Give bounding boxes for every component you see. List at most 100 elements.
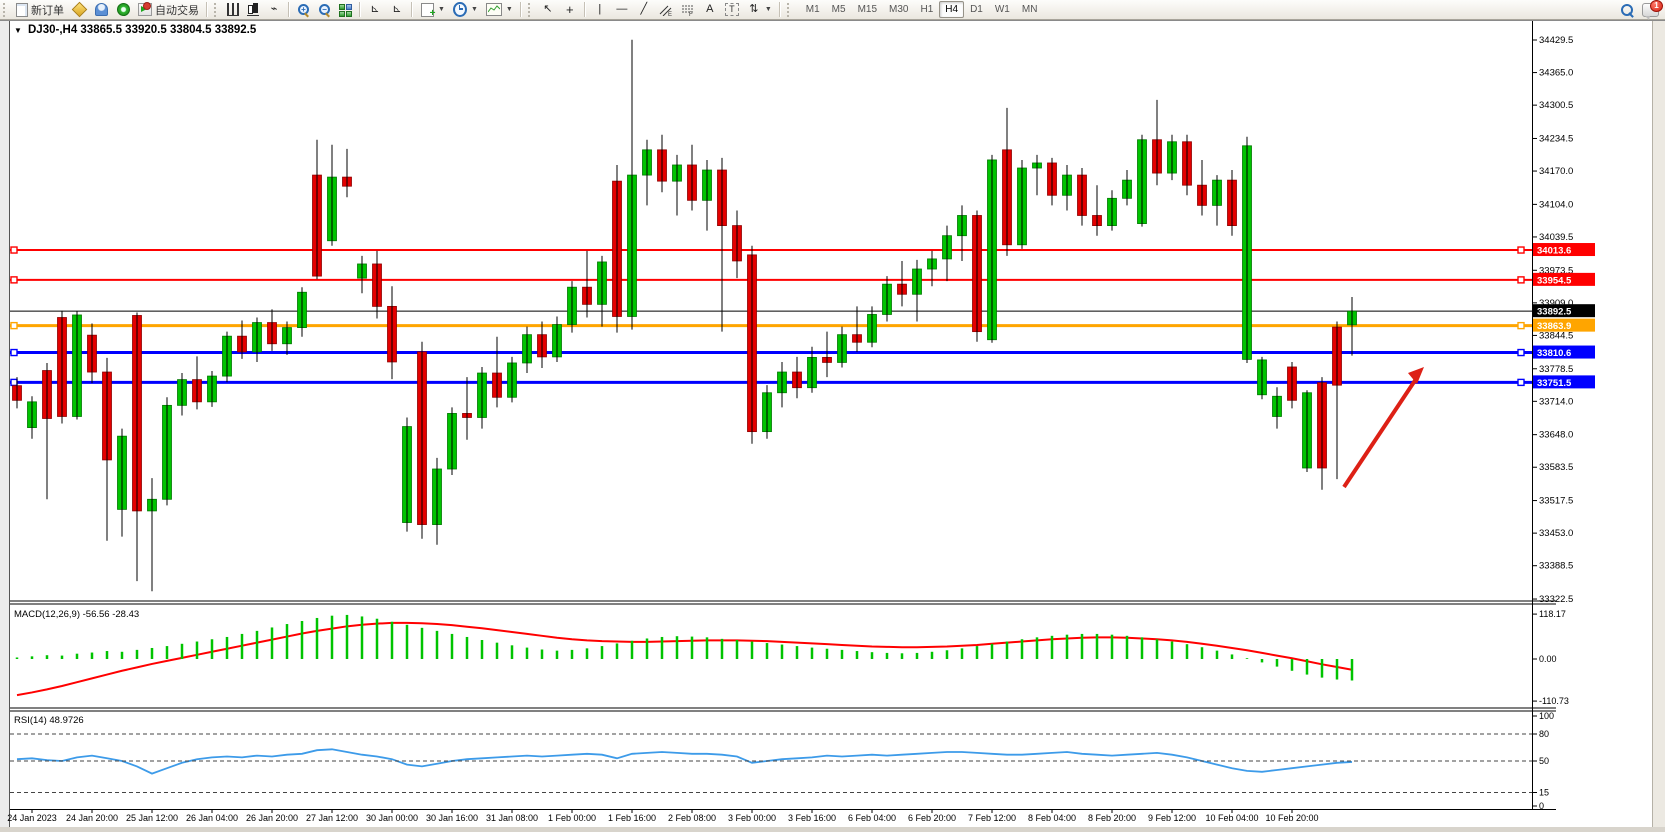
tf-m15-button[interactable]: M15: [857, 4, 878, 15]
toolbar-separator: [411, 2, 413, 17]
price-axis-tick: 33909.0: [1539, 298, 1573, 309]
candlestick-chart-button[interactable]: [243, 0, 263, 19]
time-axis-label: 31 Jan 08:00: [486, 813, 538, 823]
level-handle[interactable]: [1517, 246, 1525, 254]
level-handle[interactable]: [10, 348, 18, 357]
level-handle[interactable]: [1517, 348, 1525, 357]
equidistant-channel-tool-button[interactable]: E: [655, 0, 677, 19]
zoom-out-button[interactable]: −: [314, 0, 335, 19]
price-badge: [1533, 318, 1595, 332]
fibonacci-tool-button[interactable]: F: [677, 0, 699, 19]
price-axis-tick: 33322.5: [1539, 594, 1573, 605]
tile-windows-button[interactable]: [335, 0, 356, 19]
horizontal-line-icon: —: [616, 3, 628, 15]
profile-button[interactable]: [68, 0, 90, 19]
tf-mn-button[interactable]: MN: [1021, 4, 1038, 15]
price-badge: [1533, 272, 1595, 286]
time-axis-label: 24 Jan 2023: [7, 813, 57, 823]
rsi-axis-tick: 0: [1539, 801, 1544, 811]
tf-h1-button[interactable]: H1: [920, 4, 934, 15]
price-axis-tick: 34039.5: [1539, 232, 1573, 243]
toolbar-separator: [778, 2, 781, 17]
macd-label: MACD(12,26,9) -56.56 -28.43: [14, 609, 139, 620]
tf-m5-button[interactable]: M5: [831, 4, 846, 15]
period-button[interactable]: ▼: [449, 0, 482, 19]
time-axis-label: 24 Jan 20:00: [66, 813, 118, 823]
price-axis-tick: 33714.0: [1539, 396, 1573, 407]
toolbar-grip: [786, 2, 793, 17]
toolbar-separator: [288, 2, 290, 17]
text-tool-button[interactable]: A: [699, 0, 721, 19]
price-axis-tick: 34365.0: [1539, 68, 1573, 79]
signal-button[interactable]: [112, 0, 134, 19]
indicator-add-button[interactable]: ⊾: [386, 0, 408, 19]
macd-axis-tick: -110.73: [1539, 696, 1569, 706]
trendline-icon: ╱: [640, 3, 648, 15]
price-axis-tick: 34234.5: [1539, 133, 1573, 144]
chart-title: DJ30-,H4 33865.5 33920.5 33804.5 33892.5: [28, 24, 257, 36]
template-button[interactable]: ▼: [482, 0, 517, 19]
contacts-button[interactable]: [90, 0, 112, 19]
rsi-line: [16, 748, 1353, 775]
toolbar-separator: [583, 2, 586, 17]
level-handle[interactable]: [1517, 378, 1525, 387]
trendline-tool-button[interactable]: ╱: [633, 0, 655, 19]
crosshair-tool-button[interactable]: +: [559, 0, 581, 19]
rsi-axis-tick: 100: [1539, 711, 1554, 721]
period-icon: [452, 2, 467, 17]
new-order-label: 新订单: [31, 4, 64, 17]
horizontal-line-tool-button[interactable]: —: [611, 0, 633, 19]
new-chart-button[interactable]: ▼: [416, 0, 449, 20]
level-handle[interactable]: [1517, 321, 1525, 330]
level-handle[interactable]: [10, 246, 18, 254]
indicator-window-button[interactable]: ⊾: [364, 0, 386, 19]
level-handle[interactable]: [1517, 276, 1525, 284]
crosshair-icon: +: [566, 2, 574, 17]
price-axis-tick: 33973.5: [1539, 265, 1573, 276]
price-axis-tick: 34300.5: [1539, 100, 1573, 111]
tf-h4-button[interactable]: H4: [939, 1, 965, 18]
level-handle[interactable]: [10, 276, 18, 284]
tf-m30-button[interactable]: M30: [889, 4, 909, 15]
signal-icon: [116, 3, 130, 16]
indicator-add-icon: ⊾: [392, 3, 402, 15]
zoom-in-button[interactable]: +: [293, 0, 314, 19]
line-chart-icon: ⌁: [270, 3, 278, 15]
tf-w1-button[interactable]: W1: [994, 4, 1010, 15]
bar-chart-button[interactable]: [223, 0, 243, 19]
toolbar-separator: [519, 2, 522, 17]
chat-icon[interactable]: 1: [1642, 0, 1663, 20]
price-axis-tick: 33583.5: [1539, 462, 1573, 473]
time-axis-label: 6 Feb 20:00: [908, 813, 956, 823]
level-handle[interactable]: [10, 321, 18, 330]
time-axis-label: 3 Feb 00:00: [728, 813, 776, 823]
contacts-icon: [94, 3, 108, 16]
search-icon[interactable]: [1620, 3, 1634, 18]
arrows-icon: ⇅: [749, 3, 759, 15]
toolbar-grip: [214, 2, 220, 17]
autotrade-button[interactable]: 自动交易: [134, 0, 203, 19]
template-icon: [485, 3, 502, 16]
cursor-tool-button[interactable]: ↖: [537, 0, 559, 19]
price-badge: [1533, 243, 1595, 257]
price-axis-tick: 33778.5: [1539, 364, 1573, 375]
new-order-button[interactable]: 新订单: [12, 0, 68, 19]
text-label-icon: T: [724, 3, 739, 16]
price-axis-tick: 34104.0: [1539, 199, 1573, 210]
arrows-tool-button[interactable]: ⇅ ▼: [743, 0, 776, 19]
price-axis-tick: 33648.0: [1539, 430, 1573, 441]
line-chart-button[interactable]: ⌁: [263, 0, 285, 19]
tf-d1-button[interactable]: D1: [970, 4, 983, 15]
svg-text:E: E: [668, 12, 672, 16]
rsi-label: RSI(14) 48.9726: [14, 715, 84, 726]
price-badge-value: 33954.5: [1537, 275, 1572, 286]
price-badge-value: 33892.5: [1537, 307, 1572, 318]
chart-collapse-icon[interactable]: ▼: [14, 26, 22, 35]
vertical-line-tool-button[interactable]: |: [589, 0, 611, 19]
level-handle[interactable]: [10, 378, 18, 387]
tf-m1-button[interactable]: M1: [805, 4, 820, 15]
price-axis-tick: 34170.0: [1539, 166, 1573, 177]
macd-axis-tick: 0.00: [1539, 654, 1557, 664]
text-label-tool-button[interactable]: T: [721, 0, 743, 19]
